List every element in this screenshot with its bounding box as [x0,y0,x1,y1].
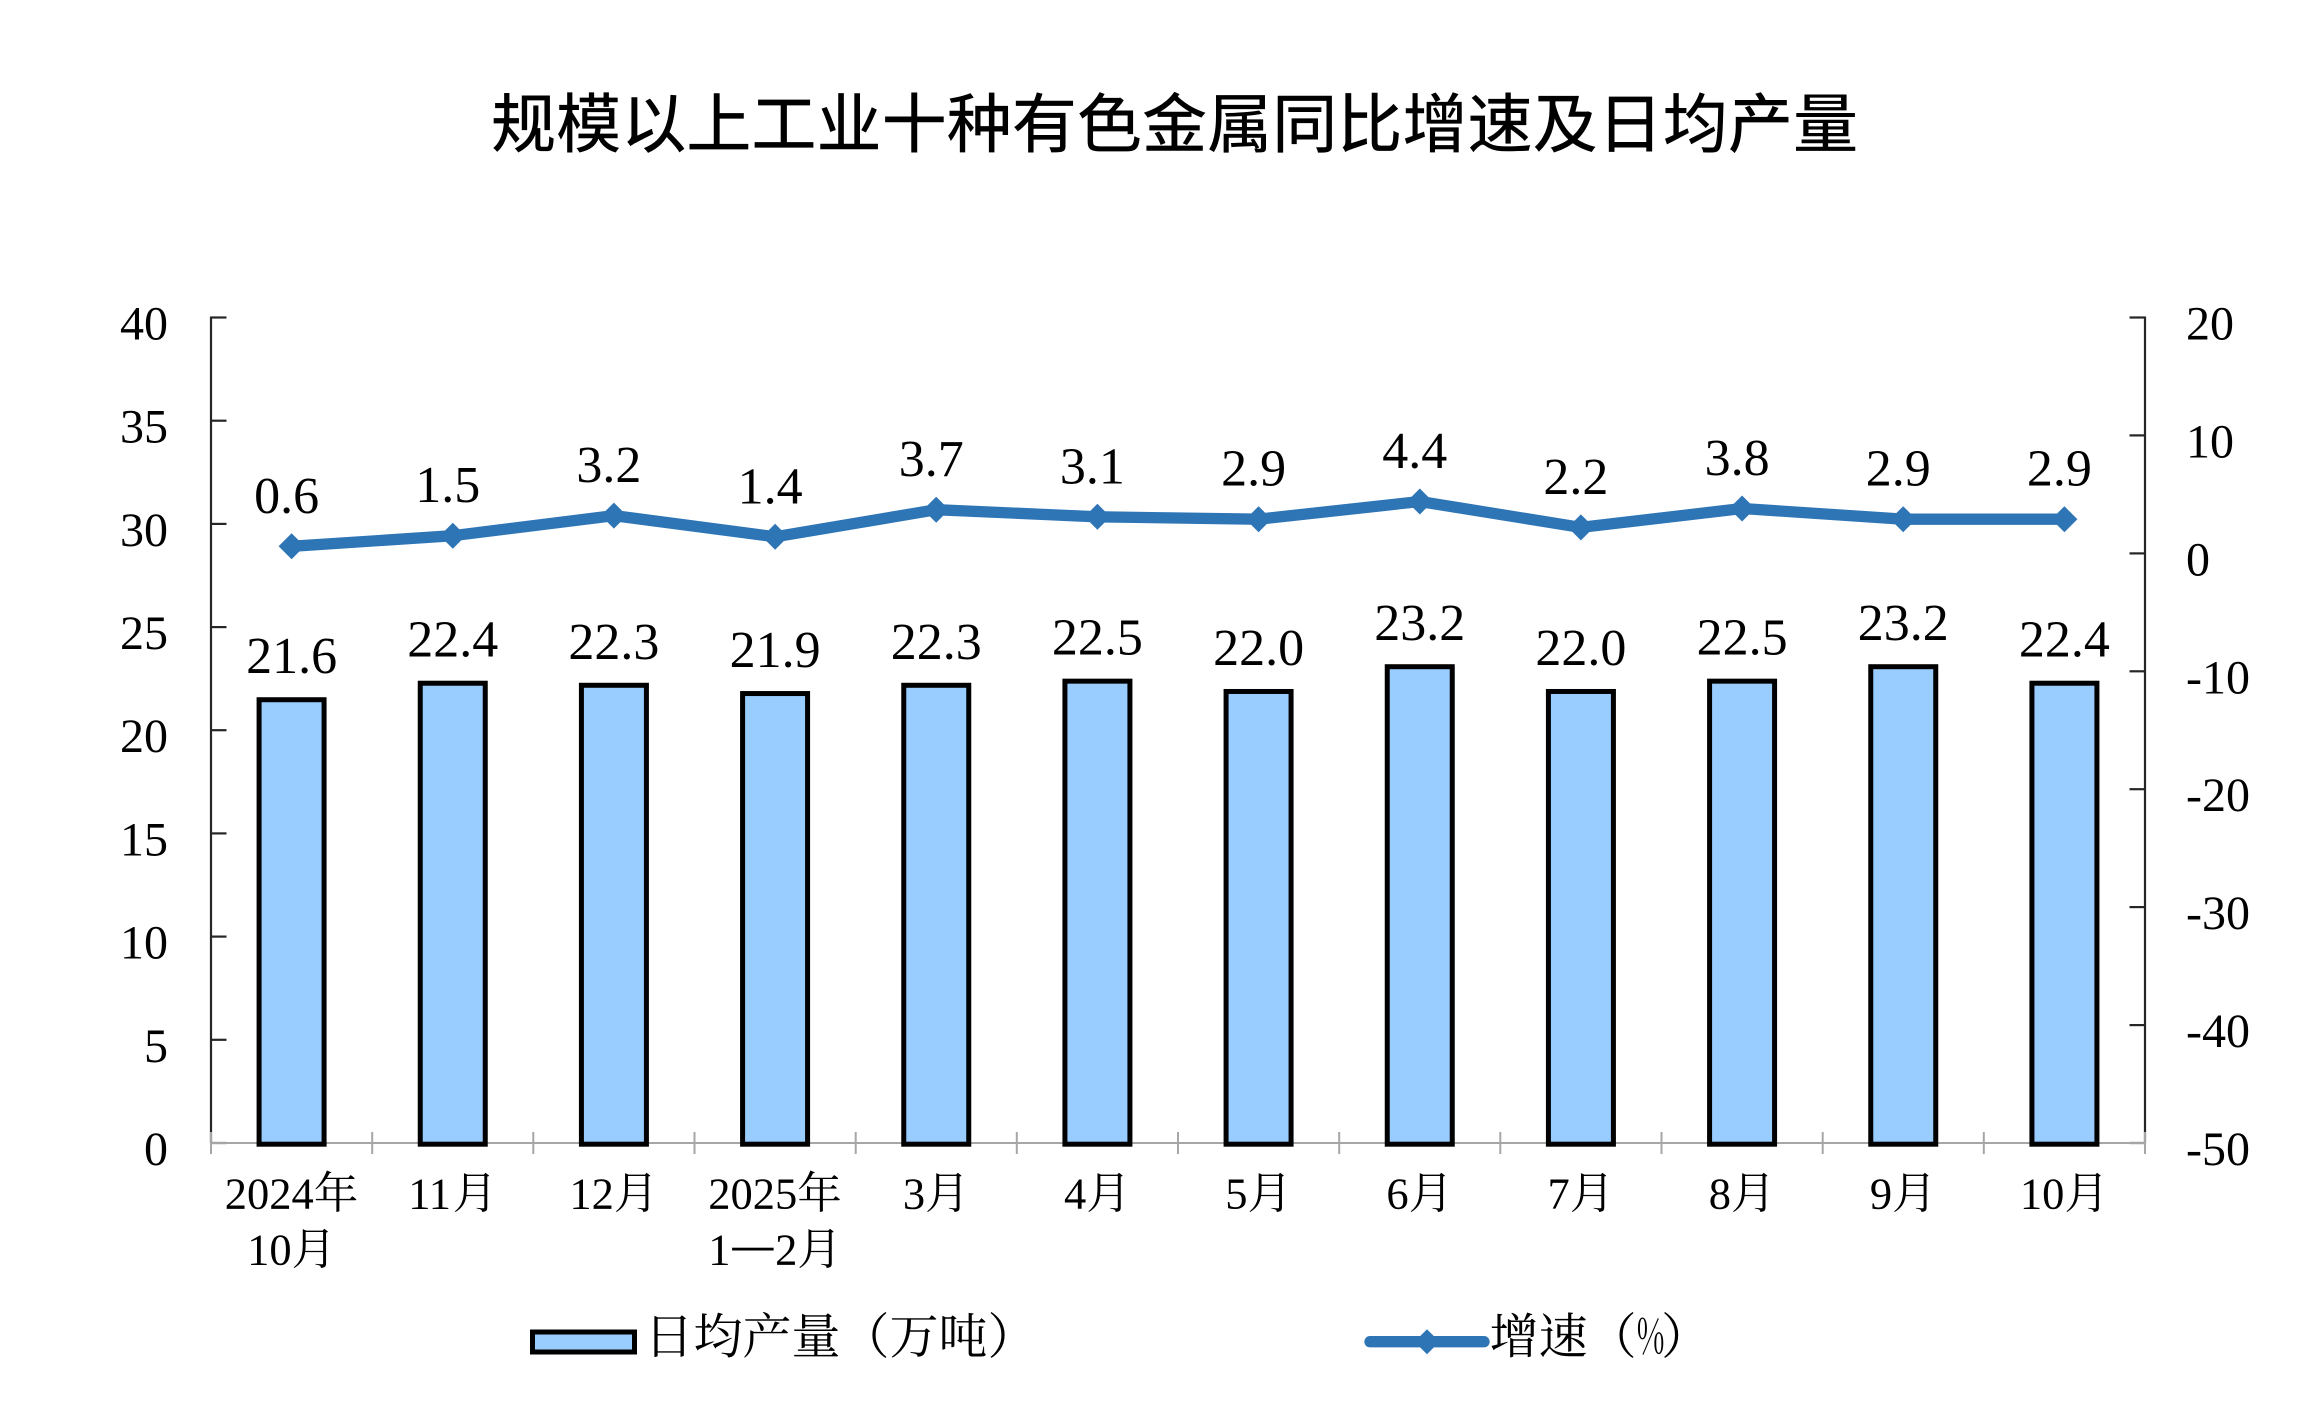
svg-text:4.4: 4.4 [1382,423,1447,480]
svg-text:2.2: 2.2 [1543,449,1608,506]
svg-text:1.5: 1.5 [415,457,480,514]
svg-text:1.4: 1.4 [738,458,803,515]
svg-text:22.3: 22.3 [891,614,982,671]
svg-text:-50: -50 [2186,1123,2250,1176]
svg-text:10: 10 [2186,415,2234,468]
svg-text:3.2: 3.2 [576,437,641,494]
svg-text:3.1: 3.1 [1060,438,1125,495]
svg-text:22.4: 22.4 [2019,612,2110,669]
svg-text:3: 3 [903,1169,925,1219]
svg-text:25: 25 [120,607,168,660]
svg-text:7: 7 [1548,1169,1570,1219]
svg-text:22.0: 22.0 [1213,620,1304,677]
svg-text:-40: -40 [2186,1005,2250,1058]
svg-text:35: 35 [120,401,168,454]
svg-text:21.6: 21.6 [246,628,337,685]
svg-text:10: 10 [120,917,168,970]
svg-text:22.5: 22.5 [1697,610,1788,667]
svg-text:5: 5 [1225,1169,1247,1219]
svg-text:10: 10 [247,1225,292,1275]
svg-text:3.8: 3.8 [1705,430,1770,487]
svg-text:11: 11 [408,1169,451,1219]
svg-text:-20: -20 [2186,769,2250,822]
svg-text:6: 6 [1386,1169,1408,1219]
svg-text:2.9: 2.9 [1866,441,1931,498]
svg-text:22.0: 22.0 [1535,620,1626,677]
svg-text:20: 20 [120,710,168,763]
svg-text:0: 0 [2186,533,2210,586]
svg-text:0.6: 0.6 [254,468,319,525]
svg-text:2.9: 2.9 [2027,441,2092,498]
svg-text:21.9: 21.9 [730,622,821,679]
svg-text:23.2: 23.2 [1374,595,1465,652]
svg-text:5: 5 [144,1020,168,1073]
svg-text:3.7: 3.7 [899,431,964,488]
svg-text:2024: 2024 [225,1169,314,1219]
svg-text:2025: 2025 [708,1169,797,1219]
svg-text:12: 12 [569,1169,614,1219]
svg-text:2: 2 [775,1225,797,1275]
svg-text:30: 30 [120,504,168,557]
svg-text:22.3: 22.3 [568,614,659,671]
svg-text:22.5: 22.5 [1052,610,1143,667]
svg-text:20: 20 [2186,298,2234,351]
svg-text:23.2: 23.2 [1858,595,1949,652]
svg-text:40: 40 [120,298,168,351]
svg-text:2.9: 2.9 [1221,441,1286,498]
svg-text:1: 1 [708,1225,730,1275]
svg-text:0: 0 [144,1123,168,1176]
svg-text:-10: -10 [2186,651,2250,704]
svg-text:-30: -30 [2186,887,2250,940]
svg-text:22.4: 22.4 [407,612,498,669]
svg-text:4: 4 [1064,1169,1086,1219]
svg-text:15: 15 [120,813,168,866]
svg-text:10: 10 [2020,1169,2064,1219]
svg-text:8: 8 [1709,1169,1731,1219]
svg-text:9: 9 [1870,1169,1892,1219]
